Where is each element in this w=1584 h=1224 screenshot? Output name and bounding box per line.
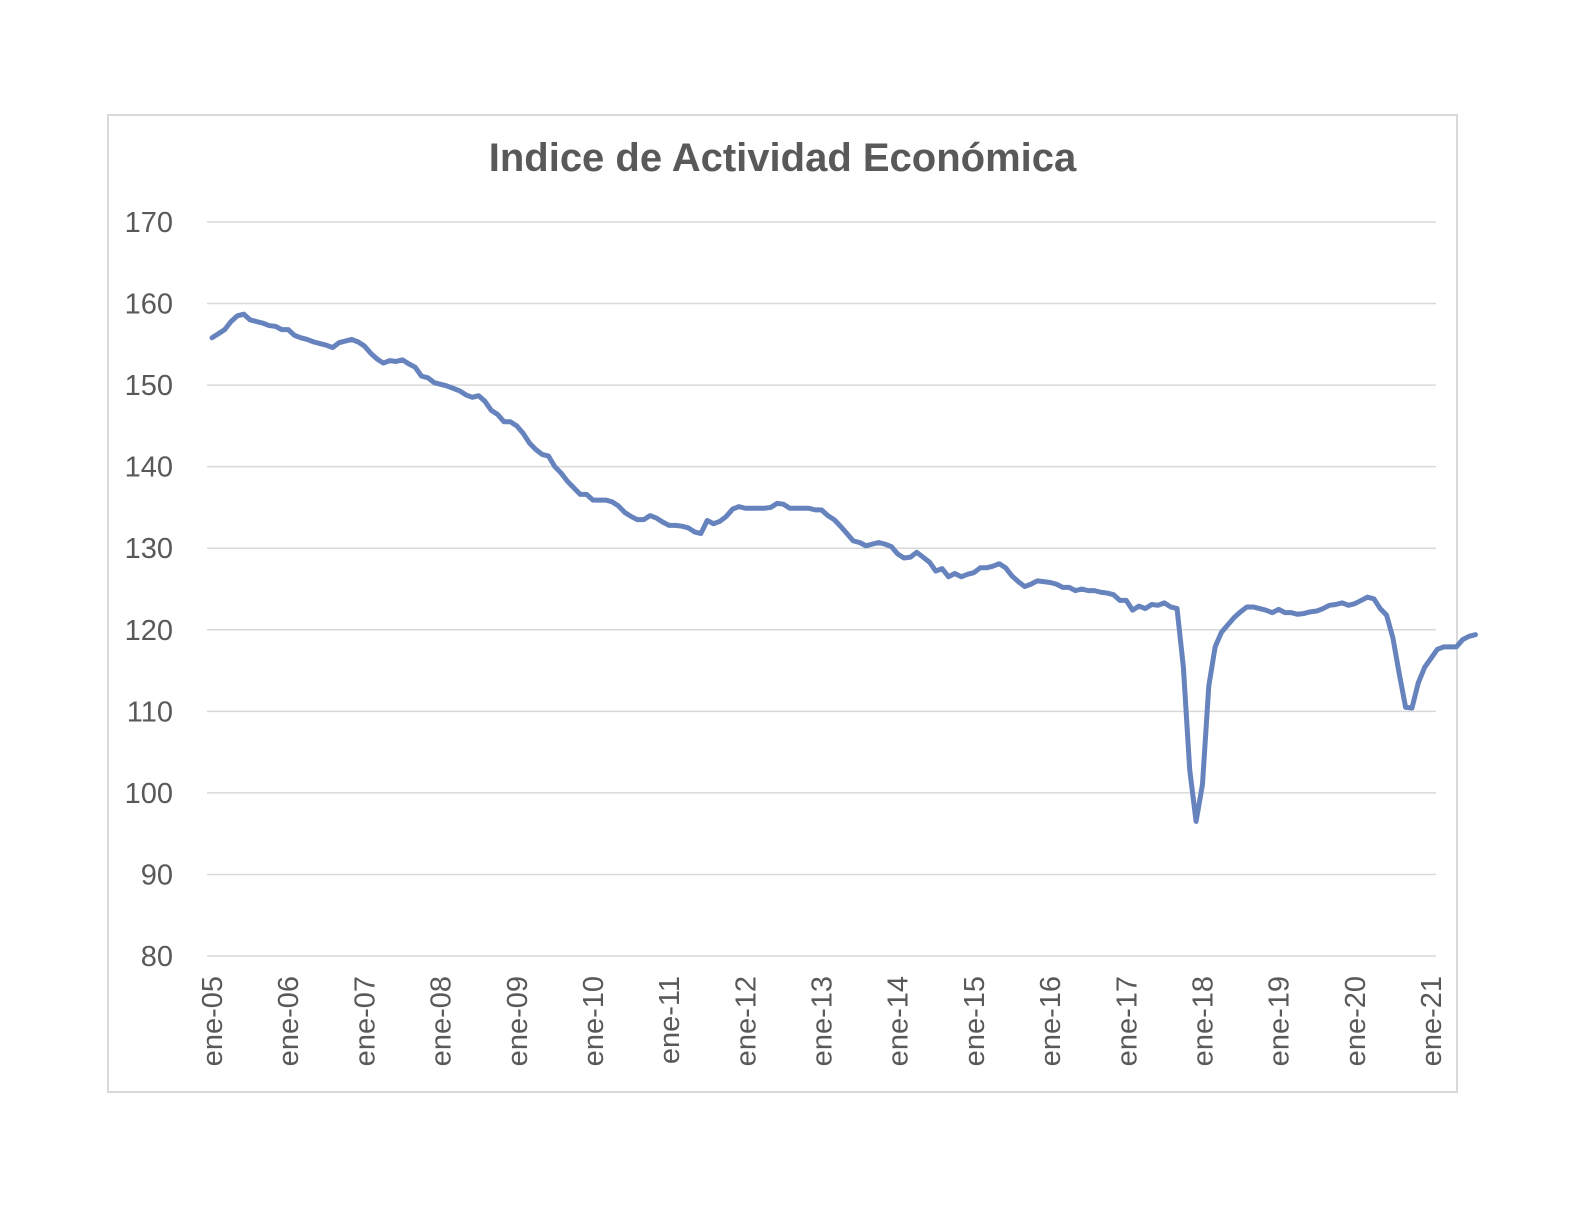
x-tick-label: ene-18 xyxy=(1187,976,1219,1066)
y-tick-label: 120 xyxy=(125,615,173,647)
y-tick-label: 170 xyxy=(125,207,173,239)
x-tick-label: ene-10 xyxy=(578,976,610,1066)
x-tick-label: ene-19 xyxy=(1264,976,1296,1066)
x-tick-label: ene-06 xyxy=(273,976,305,1066)
y-tick-label: 90 xyxy=(141,859,173,891)
x-tick-label: ene-13 xyxy=(807,976,839,1066)
y-tick-label: 140 xyxy=(125,452,173,484)
x-tick-label: ene-05 xyxy=(197,976,229,1066)
x-tick-label: ene-20 xyxy=(1340,976,1372,1066)
x-tick-label: ene-08 xyxy=(426,976,458,1066)
x-tick-label: ene-16 xyxy=(1035,976,1067,1066)
y-tick-label: 150 xyxy=(125,370,173,402)
x-tick-label: ene-07 xyxy=(349,976,381,1066)
x-tick-label: ene-09 xyxy=(502,976,534,1066)
chart-area xyxy=(107,114,1458,1093)
series-line xyxy=(209,311,1478,824)
x-tick-label: ene-21 xyxy=(1416,976,1448,1066)
chart-title: Indice de Actividad Económica xyxy=(488,136,1077,180)
x-tick-label: ene-14 xyxy=(883,976,915,1066)
x-tick-label: ene-15 xyxy=(959,976,991,1066)
y-tick-label: 130 xyxy=(125,533,173,565)
y-tick-label: 110 xyxy=(127,696,173,728)
y-tick-label: 80 xyxy=(141,941,173,973)
x-tick-label: ene-17 xyxy=(1111,976,1143,1066)
y-tick-label: 100 xyxy=(125,778,173,810)
x-tick-label: ene-12 xyxy=(730,976,762,1066)
y-tick-label: 160 xyxy=(125,289,173,321)
x-tick-label: ene-11 xyxy=(654,976,686,1064)
